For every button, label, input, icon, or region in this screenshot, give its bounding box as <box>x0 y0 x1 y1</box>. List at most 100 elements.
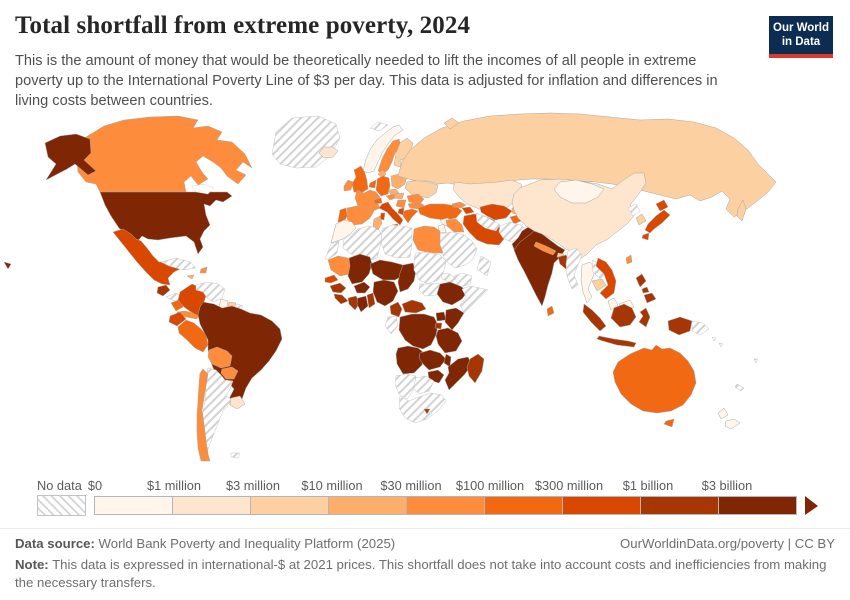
country-greece[interactable]: Greece — $100 – $300 million <box>402 208 419 224</box>
country-malaysia[interactable]: Malaysia — $0 – $1 million <box>607 297 619 311</box>
country-uruguay[interactable]: Uruguay — $1 – $3 million <box>229 395 246 410</box>
country-taiwan[interactable]: Taiwan — $30 – $100 million <box>625 254 633 265</box>
country-norway[interactable]: Norway — $0 – $1 million <box>362 124 404 174</box>
country-china[interactable]: China — $1 – $3 million <box>511 172 647 261</box>
country-ecuador[interactable]: Ecuador — $300 million – $1 billion <box>168 311 187 327</box>
country-lesotho[interactable]: Lesotho — $1 – $3 billion <box>423 408 431 415</box>
country-japan[interactable]: Japan — $300 million – $1 billion <box>641 199 671 241</box>
country-georgia[interactable]: Georgia — $30 – $100 million <box>451 201 467 209</box>
country-burkina[interactable]: Burkina Faso — $3 billion + <box>353 281 371 294</box>
country-car[interactable]: Central African Republic — $1 – $3 billi… <box>401 299 427 314</box>
country-czech[interactable]: Czechia — $10 – $30 million <box>387 188 400 196</box>
country-novaya[interactable]: Russia (Novaya Zemlya) — $3 – $10 millio… <box>443 117 460 130</box>
country-madagascar[interactable]: Madagascar — $1 – $3 billion <box>466 353 485 384</box>
country-romania[interactable]: Romania — $30 – $100 million <box>406 193 425 205</box>
country-haiti[interactable]: Haiti — $30 – $100 million <box>199 266 208 274</box>
country-ghana[interactable]: Ghana — $3 billion + <box>356 295 369 313</box>
country-azerbaijan[interactable]: Azerbaijan — $300 million – $1 billion <box>461 206 475 215</box>
country-ireland[interactable]: Ireland — $30 – $100 million <box>343 179 354 192</box>
country-uzbekistan[interactable]: Uzbekistan — $300 million – $1 billion <box>479 203 513 221</box>
country-hawaii[interactable]: United States (Hawaii) — $3 billion + <box>3 261 12 270</box>
country-sudan[interactable]: Sudan — No data <box>413 251 447 285</box>
country-eritrea[interactable]: Eritrea — No data <box>440 272 457 283</box>
country-libya[interactable]: Libya — No data <box>380 224 413 259</box>
country-nepal[interactable]: Nepal — $30 – $100 million <box>533 241 557 256</box>
country-bolivia[interactable]: Bolivia — $30 – $100 million <box>207 346 233 369</box>
country-australia[interactable]: Australia — $100 – $300 million <box>612 344 697 414</box>
owid-link[interactable]: OurWorldinData.org/poverty | CC BY <box>620 536 835 551</box>
country-france[interactable]: France — $30 – $100 million <box>354 189 381 212</box>
country-svalbard[interactable]: Svalbard — No data <box>369 121 389 132</box>
country-benelux[interactable]: Belgium / Netherlands — $100 – $300 mill… <box>368 179 377 189</box>
country-newcaledonia[interactable]: New Caledonia — No data <box>734 383 745 392</box>
country-fiji[interactable]: Fiji — No data <box>753 358 759 364</box>
country-switzerland[interactable]: Switzerland — $100 – $300 million <box>373 197 383 205</box>
country-botswana[interactable]: Botswana — No data <box>412 375 435 395</box>
country-myanmar[interactable]: Myanmar — No data <box>565 247 583 290</box>
country-guatemala[interactable]: Guatemala — $1 – $3 billion <box>156 284 171 297</box>
country-canada[interactable]: Canada — $30 – $100 million <box>75 115 253 193</box>
country-indonesia[interactable]: Indonesia — $1 – $3 billion <box>582 303 693 348</box>
country-guinea[interactable]: Guinea — $1 – $3 billion <box>329 282 347 294</box>
owid-logo[interactable]: Our World in Data <box>769 16 833 58</box>
country-nigeria[interactable]: Nigeria — $3 billion + <box>372 279 399 307</box>
country-togobenin[interactable]: Togo / Benin — $1 – $3 billion <box>366 292 376 309</box>
country-chile[interactable]: Chile — $30 – $100 million <box>196 368 211 462</box>
country-somalia[interactable]: Somalia — No data <box>459 285 489 314</box>
legend-bin-3[interactable] <box>250 496 329 515</box>
country-albania[interactable]: Albania — $300 million – $1 billion <box>397 207 405 216</box>
country-brazil[interactable]: Brazil — $3 billion + <box>197 301 283 406</box>
country-srilanka[interactable]: Sri Lanka — $100 – $300 million <box>546 305 555 317</box>
country-turkmenistan[interactable]: Turkmenistan — No data <box>475 212 501 232</box>
legend-bin-4[interactable] <box>328 496 407 515</box>
country-cameroon[interactable]: Cameroon — $1 – $3 billion <box>389 301 403 318</box>
country-southafrica[interactable]: South Africa — No data <box>398 392 447 424</box>
legend-bin-2[interactable] <box>172 496 251 515</box>
country-jamaica[interactable]: Jamaica — $10 – $30 million <box>186 274 195 280</box>
country-iraq[interactable]: Iraq — $30 – $100 million <box>445 218 465 233</box>
country-northkorea[interactable]: North Korea — No data <box>627 203 641 217</box>
country-iceland[interactable]: Iceland — $1 – $3 million <box>318 146 339 159</box>
country-wsahara[interactable]: Western Sahara — No data <box>324 240 340 260</box>
country-egypt[interactable]: Egypt — $30 – $100 million <box>412 225 444 254</box>
country-congogabon[interactable]: Congo / Gabon — No data <box>384 315 399 335</box>
country-usa[interactable]: United States — $3 billion + <box>99 191 233 255</box>
legend-bin-7[interactable] <box>562 496 641 515</box>
country-mongolia[interactable]: Mongolia — $0 – $1 million <box>553 179 605 204</box>
country-alaska[interactable]: United States (Alaska) — $3 billion + <box>44 133 97 181</box>
country-senegal[interactable]: Senegal — $300 million – $1 billion <box>324 274 339 284</box>
country-uk[interactable]: United Kingdom — $100 – $300 million <box>351 165 369 194</box>
country-zambia[interactable]: Zambia — $3 billion + <box>418 349 447 371</box>
legend-bin-1[interactable] <box>94 496 173 515</box>
country-southkorea[interactable]: South Korea — $3 – $10 million <box>635 213 647 226</box>
country-cambodia[interactable]: Cambodia — $3 – $10 million <box>591 278 607 292</box>
country-drc[interactable]: Democratic Republic of Congo — $3 billio… <box>398 313 439 350</box>
country-kenya[interactable]: Kenya — $3 billion + <box>444 307 465 331</box>
legend-bin-9[interactable] <box>718 496 797 515</box>
country-paraguay[interactable]: Paraguay — $30 – $100 million <box>220 366 239 380</box>
country-vietnam[interactable]: Vietnam — $300 million – $1 billion <box>595 257 617 300</box>
country-philippines[interactable]: Philippines — $1 – $3 billion <box>635 273 657 304</box>
country-kazakhstan[interactable]: Kazakhstan — $1 – $3 million <box>452 179 524 213</box>
country-uganda[interactable]: Uganda — $3 billion + <box>435 311 447 322</box>
country-falkland[interactable]: Falkland Islands — No data <box>230 452 241 459</box>
legend-bin-8[interactable] <box>640 496 719 515</box>
country-morocco[interactable]: Morocco — $0 – $1 million <box>330 219 357 244</box>
country-oman[interactable]: Oman — No data <box>476 255 492 277</box>
country-sakhalin[interactable]: Russia (Sakhalin) — $3 – $10 million <box>736 199 747 222</box>
country-tunisia[interactable]: Tunisia — $10 – $30 million <box>372 215 383 231</box>
country-cuba[interactable]: Cuba — No data <box>160 257 197 271</box>
country-ivorycoast[interactable]: Cote d'Ivoire — $1 – $3 billion <box>347 295 361 311</box>
country-hungary[interactable]: Hungary — $10 – $30 million <box>393 192 405 200</box>
country-tanzania[interactable]: Tanzania — $3 billion + <box>435 327 463 354</box>
country-sierraliberia[interactable]: Sierra Leone / Liberia — $1 – $3 billion <box>333 293 349 305</box>
country-ethiopia[interactable]: Ethiopia — $3 billion + <box>436 281 469 306</box>
country-greenland[interactable]: Greenland — No data <box>271 115 341 169</box>
country-solomon[interactable]: Solomon Islands — No data <box>711 336 724 348</box>
country-venezuela[interactable]: Venezuela — No data <box>195 281 226 303</box>
country-angola[interactable]: Angola — $3 billion + <box>395 345 425 375</box>
legend-bin-6[interactable] <box>484 496 563 515</box>
country-turkey[interactable]: Turkey — $100 – $300 million <box>417 203 463 221</box>
legend-bin-5[interactable] <box>406 496 485 515</box>
country-rwandaburundi[interactable]: Rwanda / Burundi — $1 – $3 billion <box>434 322 443 330</box>
